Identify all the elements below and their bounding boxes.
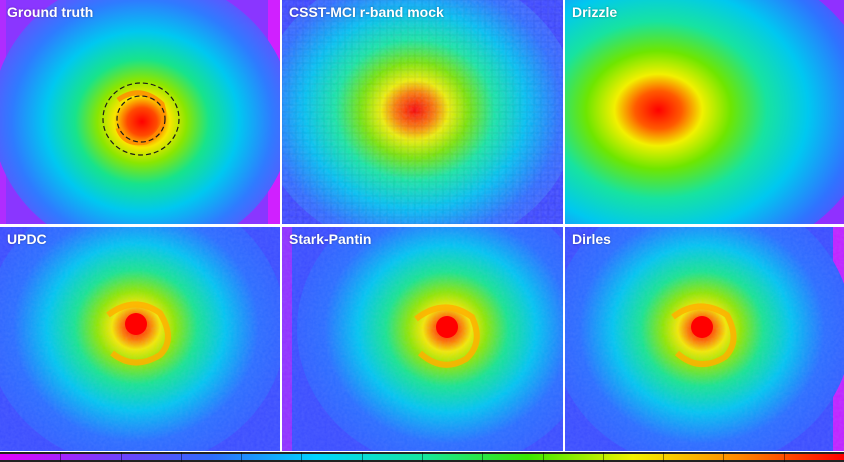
colorbar-tick [602,452,604,462]
panel-ground-truth: Ground truth [0,0,280,224]
image-grid: Ground truth CSST-MCI r-band mock Drizzl… [0,0,844,451]
dirles-image [565,227,844,451]
panel-label: Ground truth [7,4,94,20]
panel-label: Stark-Pantin [289,231,372,247]
colorbar-gradient [0,454,844,460]
colorbar-tick [120,452,122,462]
colorbar-tick [723,452,725,462]
colorbar-tick [422,452,423,462]
colorbar-tick [361,452,363,462]
panel-mock: CSST-MCI r-band mock [282,0,563,224]
colorbar-tick [241,452,243,462]
mock-image [282,0,563,224]
stark-pantin-image [282,227,563,451]
colorbar-tick [60,452,62,462]
panel-dirles: Dirles [565,227,844,451]
panel-label: CSST-MCI r-band mock [289,4,444,20]
colorbar-tick [301,452,303,462]
panel-label: Drizzle [572,4,618,20]
ground-truth-image [0,0,280,224]
updc-image [0,227,280,451]
colorbar [0,452,844,462]
panel-label: UPDC [7,231,47,247]
colorbar-tick [482,452,484,462]
colorbar-tick [542,452,544,462]
colorbar-tick [180,452,182,462]
panel-label: Dirles [572,231,611,247]
colorbar-tick [663,452,665,462]
drizzle-image [565,0,844,224]
panel-updc: UPDC [0,227,280,451]
panel-stark-pantin: Stark-Pantin [282,227,563,451]
panel-drizzle: Drizzle [565,0,844,224]
colorbar-tick [783,452,785,462]
